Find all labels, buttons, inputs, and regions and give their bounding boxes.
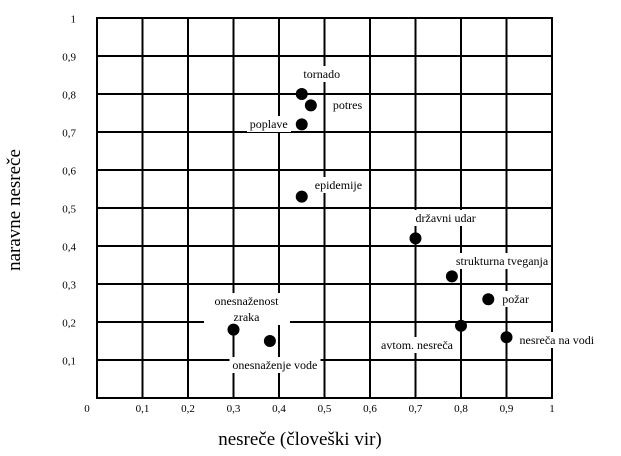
point-label: epidemije — [311, 176, 366, 193]
y-tick-label: 0,5 — [62, 204, 76, 216]
y-tick-label: 0,9 — [62, 52, 76, 64]
point-label: požar — [499, 291, 532, 308]
y-tick-label: 0,3 — [62, 280, 76, 292]
x-tick-label: 1 — [549, 403, 555, 415]
point-label: nesreča na vodi — [516, 332, 598, 349]
point — [295, 88, 308, 100]
x-tick-label: 0,6 — [363, 403, 377, 415]
point-label: državni udar — [412, 210, 479, 227]
point-label: onesnaženost zraka — [203, 292, 290, 325]
y-tick-label: 0,6 — [62, 166, 76, 178]
point — [295, 118, 308, 131]
point-label: poplave — [246, 116, 291, 133]
point — [445, 270, 458, 283]
point — [227, 323, 240, 336]
x-tick-label: 0,2 — [181, 403, 195, 415]
point-label: onesnaženje vode — [229, 357, 321, 373]
x-tick-label: 0,4 — [272, 403, 286, 415]
x-tick-label: 0,9 — [500, 403, 514, 415]
x-axis-title: nesreče (človeški vir) — [218, 429, 382, 450]
point-label: potres — [329, 97, 366, 114]
y-tick-label: 0,1 — [62, 356, 76, 368]
y-tick-label: 0,7 — [62, 128, 76, 140]
point — [409, 232, 422, 245]
x-tick-label: 0 — [84, 403, 90, 415]
point-label: tornado — [300, 66, 344, 82]
x-tick-label: 0,7 — [409, 403, 423, 415]
point — [263, 335, 276, 347]
point-label: strukturna tveganja — [452, 253, 552, 270]
point — [500, 331, 513, 344]
point — [482, 293, 495, 306]
y-tick-label: 0,2 — [62, 318, 76, 330]
y-tick-label: 0,8 — [62, 90, 76, 102]
point — [455, 319, 467, 332]
point-label: avtom. nesreča — [378, 336, 456, 353]
point — [295, 190, 308, 203]
point — [304, 99, 317, 112]
x-tick-label: 0,3 — [227, 403, 241, 415]
y-tick-label: 0,4 — [62, 242, 76, 254]
y-tick-label: 1 — [71, 14, 77, 26]
x-tick-label: 0,1 — [136, 403, 150, 415]
x-tick-label: 0,8 — [454, 403, 468, 415]
y-axis-title: naravne nesreče — [4, 149, 25, 271]
x-tick-label: 0,5 — [318, 403, 332, 415]
